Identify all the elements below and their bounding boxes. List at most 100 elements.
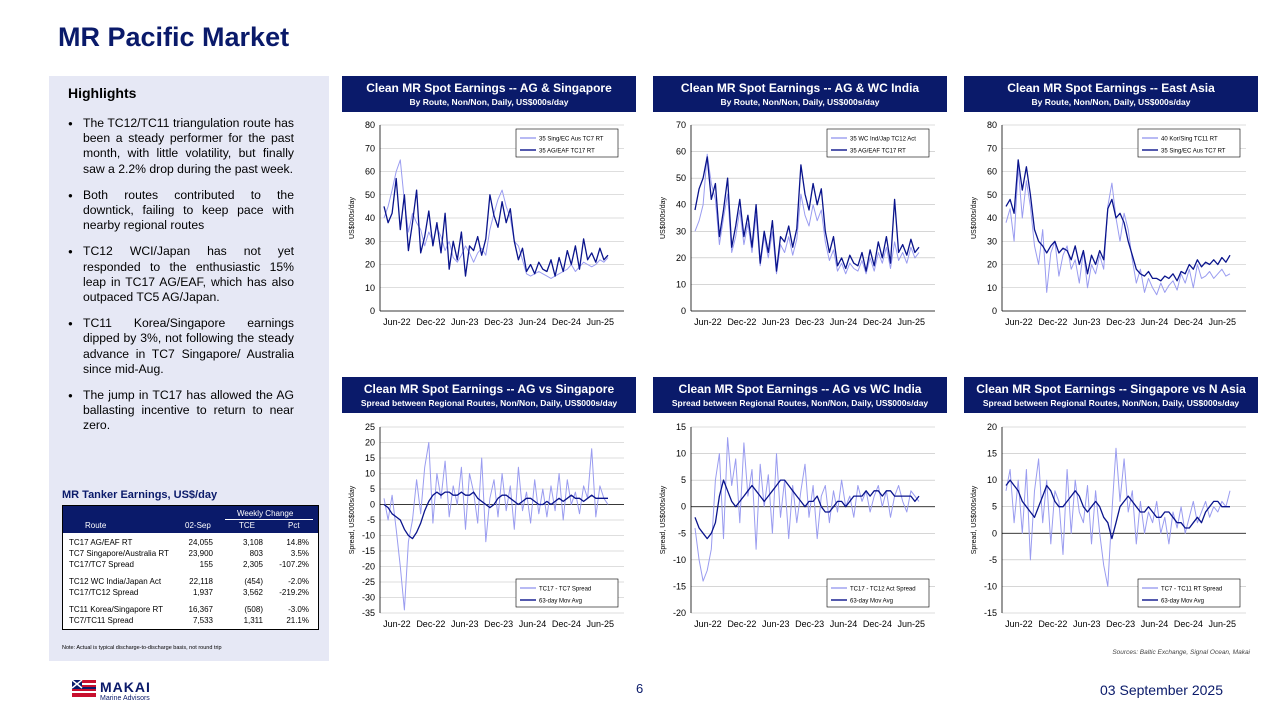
y-tick-label: 60: [676, 147, 686, 157]
y-tick-label: 10: [987, 475, 997, 485]
highlight-item: The TC12/TC11 triangulation route has be…: [68, 116, 294, 177]
series-line: [1005, 447, 1231, 587]
x-tick-label: Dec-23: [1106, 317, 1135, 327]
table-cell: TC17/TC12 Spread: [69, 588, 139, 597]
col-header-pct: Pct: [288, 521, 300, 530]
table-cell: 3,562: [242, 588, 263, 597]
sources-note: Sources: Baltic Exchange, Signal Ocean, …: [1112, 649, 1250, 656]
highlight-item: TC11 Korea/Singapore earnings dipped by …: [68, 316, 294, 377]
y-tick-label: 10: [987, 283, 997, 293]
chart-subtitle: By Route, Non/Non, Daily, US$000s/day: [409, 97, 569, 107]
legend-label: TC7 - TC11 RT Spread: [1161, 587, 1222, 593]
table-cell: 803: [249, 549, 263, 558]
legend-label: 35 WC Ind/Jap TC12 Act: [850, 137, 916, 143]
y-tick-label: 0: [370, 306, 375, 316]
table-cell: 24,055: [188, 538, 213, 547]
chart-subtitle: Spread between Regional Routes, Non/Non,…: [671, 398, 929, 408]
x-tick-label: Jun-23: [762, 317, 790, 327]
series-line: [694, 479, 920, 540]
earnings-table-title: MR Tanker Earnings, US$/day: [62, 489, 218, 501]
series-line: [383, 159, 609, 279]
legend-label: 35 AG/EAF TC17 RT: [539, 149, 595, 155]
y-tick-label: 80: [365, 120, 375, 130]
legend-label: 63-day Mov Avg: [1161, 599, 1204, 605]
table-cell: 16,367: [188, 605, 213, 614]
chart-ag-vs-singapore: -35 -30 -25 -20 -15 -10 -5 0 5 10 15 20 25 Jun-22 Dec-…: [349, 422, 624, 629]
x-tick-label: Jun-24: [1141, 317, 1169, 327]
y-tick-label: 40: [676, 200, 686, 210]
table-cell: (454): [244, 577, 263, 586]
table-cell: -219.2%: [279, 588, 309, 597]
y-tick-label: 20: [987, 422, 997, 432]
chart-header-5: Clean MR Spot Earnings -- AG vs WC India…: [653, 377, 947, 413]
y-tick-label: 30: [987, 236, 997, 246]
chart-subtitle: Spread between Regional Routes, Non/Non,…: [360, 398, 618, 408]
series-line: [694, 437, 920, 582]
legend-label: 63-day Mov Avg: [539, 599, 582, 605]
y-tick-label: 15: [987, 449, 997, 459]
legend-label: 35 AG/EAF TC17 RT: [850, 149, 906, 155]
col-header-date: 02-Sep: [185, 521, 211, 530]
series-line: [383, 491, 608, 540]
earnings-table: Weekly Change Route 02-Sep TCE Pct TC17 …: [62, 505, 319, 630]
x-tick-label: Jun-23: [1073, 619, 1101, 629]
highlight-item: Both routes contributed to the downtick,…: [68, 188, 294, 234]
y-tick-label: -20: [673, 608, 686, 618]
x-tick-label: Dec-22: [416, 317, 445, 327]
table-cell: 2,305: [242, 560, 263, 569]
x-tick-label: Dec-22: [1038, 317, 1067, 327]
series-line: [1005, 479, 1230, 540]
y-tick-label: 10: [365, 469, 375, 479]
y-tick-label: -35: [362, 608, 375, 618]
makai-logo-icon: [72, 680, 96, 697]
x-tick-label: Jun-25: [898, 317, 926, 327]
y-tick-label: 60: [987, 167, 997, 177]
chart-title: Clean MR Spot Earnings -- AG vs Singapor…: [363, 382, 615, 396]
legend-box: [826, 128, 930, 158]
x-tick-label: Dec-22: [727, 317, 756, 327]
x-tick-label: Jun-25: [1209, 619, 1237, 629]
y-axis-label: US$000s/day: [971, 196, 978, 239]
table-cell: TC17 AG/EAF RT: [69, 538, 133, 547]
chart-title: Clean MR Spot Earnings -- Singapore vs N…: [976, 382, 1246, 396]
table-row: TC17/TC12 Spread 1,937 3,562 -219.2%: [63, 587, 318, 598]
table-row: TC17/TC7 Spread 155 2,305 -107.2%: [63, 559, 318, 570]
x-tick-label: Jun-22: [1005, 619, 1033, 629]
x-tick-label: Dec-22: [416, 619, 445, 629]
highlights-list: The TC12/TC11 triangulation route has be…: [68, 116, 294, 445]
legend-label: TC17 - TC12 Act Spread: [850, 587, 916, 593]
y-tick-label: 15: [365, 453, 375, 463]
y-tick-label: 5: [681, 475, 686, 485]
x-tick-label: Jun-24: [1141, 619, 1169, 629]
y-tick-label: 50: [676, 173, 686, 183]
x-tick-label: Jun-24: [830, 619, 858, 629]
table-cell: TC7/TC11 Spread: [69, 616, 134, 625]
table-cell: 1,311: [243, 616, 263, 625]
y-tick-label: -5: [678, 528, 686, 538]
table-cell: -2.0%: [288, 577, 309, 586]
series-line: [1005, 159, 1231, 282]
table-row: TC7 Singapore/Australia RT 23,900 803 3.5%: [63, 548, 318, 559]
y-tick-label: 10: [676, 449, 686, 459]
x-tick-label: Dec-23: [795, 317, 824, 327]
series-line: [383, 177, 609, 277]
series-line: [1005, 166, 1231, 296]
y-tick-label: -15: [362, 546, 375, 556]
x-tick-label: Dec-24: [1174, 619, 1203, 629]
chart-subtitle: By Route, Non/Non, Daily, US$000s/day: [720, 97, 880, 107]
table-cell: 22,118: [189, 577, 213, 586]
y-tick-label: 20: [365, 260, 375, 270]
x-tick-label: Dec-22: [727, 619, 756, 629]
legend-box: [1137, 128, 1241, 158]
y-tick-label: 0: [681, 502, 686, 512]
legend-label: 40 Kor/Sing TC11 RT: [1161, 137, 1218, 143]
chart-header-4: Clean MR Spot Earnings -- AG vs Singapor…: [342, 377, 636, 413]
legend-label: 35 Sing/EC Aus TC7 RT: [539, 137, 604, 143]
table-cell: TC7 Singapore/Australia RT: [69, 549, 169, 558]
table-cell: TC11 Korea/Singapore RT: [69, 605, 163, 614]
y-tick-label: 70: [987, 143, 997, 153]
table-row: TC7/TC11 Spread 7,533 1,311 21.1%: [63, 615, 318, 626]
x-tick-label: Jun-24: [519, 619, 547, 629]
x-tick-label: Jun-22: [694, 317, 722, 327]
y-tick-label: -10: [362, 531, 375, 541]
